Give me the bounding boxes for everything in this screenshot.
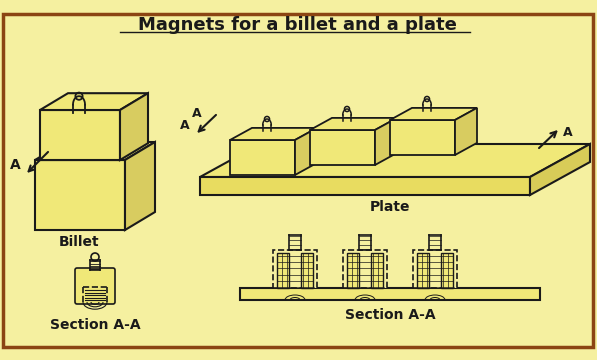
Polygon shape	[35, 160, 125, 230]
Text: Plate: Plate	[370, 200, 410, 214]
Polygon shape	[200, 177, 530, 195]
Polygon shape	[35, 142, 155, 160]
Bar	[413, 250, 457, 288]
Bar	[343, 250, 387, 288]
Polygon shape	[230, 128, 317, 140]
Polygon shape	[375, 118, 397, 165]
Polygon shape	[295, 128, 317, 175]
Text: Billet: Billet	[59, 235, 99, 249]
Bar	[277, 253, 289, 288]
Text: A: A	[10, 158, 20, 172]
Bar	[347, 253, 359, 288]
Bar	[240, 288, 540, 300]
Polygon shape	[120, 93, 148, 160]
Polygon shape	[40, 110, 120, 160]
Polygon shape	[310, 118, 397, 130]
Polygon shape	[530, 144, 590, 195]
Polygon shape	[455, 108, 477, 155]
Text: A: A	[180, 118, 190, 131]
Polygon shape	[310, 130, 375, 165]
Text: Magnets for a billet and a plate: Magnets for a billet and a plate	[137, 16, 457, 34]
FancyBboxPatch shape	[75, 268, 115, 304]
Bar	[417, 253, 429, 288]
Polygon shape	[230, 140, 295, 175]
Text: A: A	[192, 107, 202, 120]
Text: Section A-A: Section A-A	[50, 318, 140, 332]
Bar	[273, 250, 317, 288]
Polygon shape	[40, 93, 148, 110]
Text: A: A	[563, 126, 573, 139]
Polygon shape	[125, 142, 155, 230]
Polygon shape	[200, 144, 590, 177]
Text: Section A-A: Section A-A	[344, 308, 435, 322]
Polygon shape	[390, 108, 477, 120]
Bar	[371, 253, 383, 288]
Bar	[301, 253, 313, 288]
Polygon shape	[390, 120, 455, 155]
Bar	[441, 253, 453, 288]
